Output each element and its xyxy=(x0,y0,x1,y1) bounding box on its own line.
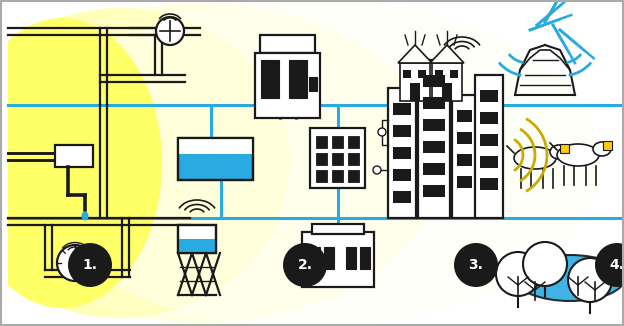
Circle shape xyxy=(68,243,112,287)
Bar xyxy=(310,128,365,188)
Bar xyxy=(316,136,327,148)
Bar xyxy=(297,77,305,91)
Bar xyxy=(310,247,320,269)
Bar xyxy=(457,110,472,122)
Ellipse shape xyxy=(0,18,162,308)
Circle shape xyxy=(568,258,612,302)
Ellipse shape xyxy=(20,0,600,326)
Text: 1.: 1. xyxy=(82,258,97,272)
Bar xyxy=(423,163,445,175)
Bar xyxy=(423,75,445,87)
Ellipse shape xyxy=(0,3,440,323)
Text: 3.: 3. xyxy=(469,258,484,272)
Circle shape xyxy=(523,242,567,286)
Bar xyxy=(348,136,359,148)
Bar xyxy=(435,70,443,78)
Bar xyxy=(178,138,253,180)
Circle shape xyxy=(156,17,184,45)
Ellipse shape xyxy=(515,255,624,301)
Bar xyxy=(560,144,569,153)
Bar xyxy=(450,70,458,78)
Bar xyxy=(289,60,307,98)
Ellipse shape xyxy=(557,144,599,166)
Text: 4.: 4. xyxy=(610,258,624,272)
Bar xyxy=(423,119,445,131)
Bar xyxy=(393,191,411,203)
Bar xyxy=(179,139,252,154)
Bar xyxy=(423,141,445,153)
Bar xyxy=(603,141,612,150)
Bar xyxy=(0,0,8,326)
Bar xyxy=(475,75,503,218)
Polygon shape xyxy=(430,45,464,63)
Bar xyxy=(360,247,370,269)
Bar xyxy=(480,134,498,146)
Bar xyxy=(178,138,253,180)
Bar xyxy=(309,77,317,91)
Circle shape xyxy=(373,166,381,174)
Bar xyxy=(393,103,411,115)
Ellipse shape xyxy=(82,212,89,220)
Bar xyxy=(480,156,498,168)
Ellipse shape xyxy=(550,145,568,159)
Bar xyxy=(261,60,279,98)
Bar xyxy=(480,178,498,190)
Circle shape xyxy=(57,245,93,281)
Bar xyxy=(432,63,462,101)
Ellipse shape xyxy=(514,147,556,169)
Bar xyxy=(179,239,215,252)
Bar xyxy=(324,247,334,269)
Circle shape xyxy=(496,252,540,296)
Bar xyxy=(260,35,315,53)
Bar xyxy=(332,170,343,182)
Bar xyxy=(418,60,450,218)
Bar xyxy=(348,170,359,182)
Bar xyxy=(332,136,343,148)
Bar xyxy=(312,224,364,234)
Bar xyxy=(480,90,498,102)
Bar xyxy=(457,176,472,188)
Bar xyxy=(316,153,327,165)
Bar xyxy=(55,145,93,167)
Bar xyxy=(457,154,472,166)
Bar xyxy=(423,97,445,109)
Bar xyxy=(403,70,411,78)
Bar xyxy=(393,169,411,181)
Bar xyxy=(393,147,411,159)
Bar xyxy=(418,70,426,78)
Bar xyxy=(442,83,452,101)
Bar xyxy=(255,53,320,118)
Bar xyxy=(457,132,472,144)
Ellipse shape xyxy=(0,8,290,318)
Circle shape xyxy=(454,243,498,287)
Bar xyxy=(410,83,420,101)
Bar xyxy=(400,63,430,101)
Circle shape xyxy=(283,243,327,287)
Bar xyxy=(480,112,498,124)
Bar xyxy=(332,153,343,165)
Bar xyxy=(178,225,216,253)
Bar xyxy=(178,225,216,253)
Text: 2.: 2. xyxy=(298,258,313,272)
Circle shape xyxy=(595,243,624,287)
Bar xyxy=(452,95,477,218)
Bar xyxy=(423,185,445,197)
Polygon shape xyxy=(398,45,432,63)
Ellipse shape xyxy=(593,142,611,156)
Bar xyxy=(388,88,416,218)
Bar xyxy=(346,247,356,269)
Bar xyxy=(316,170,327,182)
Bar xyxy=(393,125,411,137)
Bar xyxy=(348,153,359,165)
Circle shape xyxy=(378,128,386,136)
Bar xyxy=(302,232,374,287)
